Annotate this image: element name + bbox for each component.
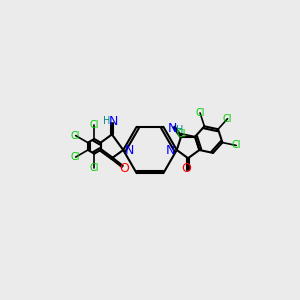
Text: Cl: Cl [223,114,232,124]
Text: N: N [125,143,134,157]
Text: N: N [109,115,119,128]
Text: N: N [167,122,177,135]
Text: O: O [181,162,191,175]
Text: H: H [176,125,183,135]
Text: Cl: Cl [231,140,241,151]
Text: Cl: Cl [71,130,80,141]
Text: N: N [166,143,175,157]
Text: H: H [103,116,110,126]
Text: Cl: Cl [195,108,205,118]
Text: Cl: Cl [89,163,99,173]
Text: O: O [119,162,129,175]
Text: Cl: Cl [71,152,80,162]
Text: Cl: Cl [89,120,99,130]
Text: Cl: Cl [176,129,186,139]
